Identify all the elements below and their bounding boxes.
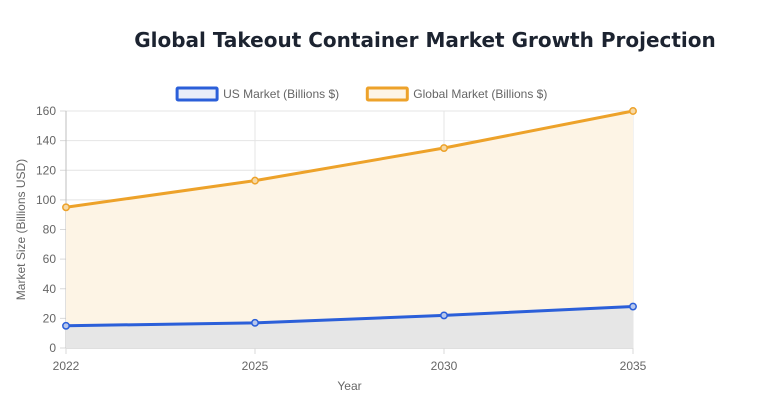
y-tick-label: 120 <box>36 163 56 177</box>
x-tick-label: 2022 <box>53 359 80 373</box>
legend: US Market (Billions $) Global Market (Bil… <box>175 86 547 102</box>
legend-label-us-market: US Market (Billions $) <box>223 87 339 101</box>
line-layer <box>64 109 635 328</box>
area-layer <box>66 111 633 348</box>
data-point-us-market <box>440 311 448 320</box>
x-tick-label: 2025 <box>242 359 269 373</box>
area-us-market <box>66 306 633 348</box>
data-point-global-market <box>440 144 448 152</box>
legend-swatch-us-market <box>175 86 219 102</box>
chart-title: Global Takeout Container Market Growth P… <box>134 28 716 52</box>
x-tick-label: 2035 <box>620 359 647 373</box>
y-tick-label: 80 <box>43 223 57 237</box>
data-point-us-market <box>62 321 70 330</box>
y-tick-label: 0 <box>49 341 56 355</box>
x-tick-label: 2030 <box>431 359 458 373</box>
data-point-global-market <box>62 203 70 212</box>
legend-label-global-market: Global Market (Billions $) <box>413 87 547 101</box>
y-tick-label: 140 <box>36 134 56 148</box>
series-line-global-market <box>64 109 635 209</box>
series-line-us-market <box>64 305 635 328</box>
x-axis-title: Year <box>337 379 361 393</box>
y-axis-title: Market Size (Billions USD) <box>14 159 28 300</box>
area-global-market <box>66 111 633 348</box>
y-tick-label: 160 <box>36 104 56 118</box>
y-tick-label: 20 <box>43 311 57 325</box>
data-point-global-market <box>251 176 259 185</box>
axis-layer: 0 20 40 60 80 100 120 140 160 2022 2025 2030 2035 Yea… <box>14 104 647 393</box>
legend-swatch-global-market <box>365 86 409 102</box>
point-layer <box>62 107 637 330</box>
y-tick-label: 40 <box>43 282 57 296</box>
data-point-us-market <box>629 302 637 311</box>
data-point-global-market <box>629 107 637 115</box>
data-point-us-market <box>251 318 259 327</box>
y-tick-label: 60 <box>43 252 57 266</box>
y-tick-label: 100 <box>36 193 56 207</box>
